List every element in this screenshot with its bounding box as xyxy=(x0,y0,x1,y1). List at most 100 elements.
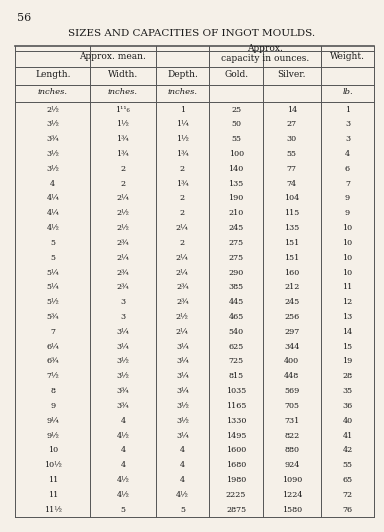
Text: 76: 76 xyxy=(343,506,353,514)
Text: 19: 19 xyxy=(343,358,353,365)
Text: 245: 245 xyxy=(228,224,244,232)
Text: 2225: 2225 xyxy=(226,491,247,499)
Text: 1¾: 1¾ xyxy=(116,135,129,143)
Text: 9½: 9½ xyxy=(46,431,59,439)
Text: 5¼: 5¼ xyxy=(46,284,59,292)
Text: 1035: 1035 xyxy=(226,387,246,395)
Text: Weight.: Weight. xyxy=(330,52,365,61)
Text: 2¼: 2¼ xyxy=(116,254,129,262)
Text: 28: 28 xyxy=(343,372,353,380)
Text: 55: 55 xyxy=(287,150,297,158)
Text: 4½: 4½ xyxy=(116,491,129,499)
Text: 256: 256 xyxy=(284,313,300,321)
Text: 2¾: 2¾ xyxy=(116,239,129,247)
Text: 924: 924 xyxy=(284,461,300,469)
Text: 1: 1 xyxy=(180,105,185,113)
Text: 3½: 3½ xyxy=(176,402,189,410)
Text: 5¼: 5¼ xyxy=(46,269,59,277)
Text: 290: 290 xyxy=(228,269,244,277)
Text: 2¼: 2¼ xyxy=(176,254,189,262)
Text: 56: 56 xyxy=(17,13,31,23)
Text: 385: 385 xyxy=(228,284,244,292)
Text: 3¼: 3¼ xyxy=(176,358,189,365)
Text: 3½: 3½ xyxy=(176,417,189,425)
Text: 2875: 2875 xyxy=(226,506,246,514)
Text: 104: 104 xyxy=(284,195,300,203)
Text: 11: 11 xyxy=(343,284,353,292)
Text: 100: 100 xyxy=(228,150,244,158)
Text: lb.: lb. xyxy=(342,88,353,96)
Text: 1½: 1½ xyxy=(116,120,129,128)
Text: 3¾: 3¾ xyxy=(116,387,129,395)
Text: 6¾: 6¾ xyxy=(46,358,59,365)
Text: 4: 4 xyxy=(180,476,185,484)
Text: 8: 8 xyxy=(50,387,55,395)
Text: 2¾: 2¾ xyxy=(176,298,189,306)
Text: 10: 10 xyxy=(48,446,58,454)
Text: 6¼: 6¼ xyxy=(46,343,59,351)
Text: 815: 815 xyxy=(228,372,244,380)
Text: 1090: 1090 xyxy=(282,476,302,484)
Text: 400: 400 xyxy=(284,358,300,365)
Text: 5: 5 xyxy=(180,506,185,514)
Text: 3¾: 3¾ xyxy=(46,135,59,143)
Text: 2¾: 2¾ xyxy=(116,284,129,292)
Text: 3¼: 3¼ xyxy=(176,343,189,351)
Text: 140: 140 xyxy=(228,165,244,173)
Text: 190: 190 xyxy=(228,195,244,203)
Text: 3¼: 3¼ xyxy=(176,372,189,380)
Text: 10: 10 xyxy=(343,224,353,232)
Text: 2: 2 xyxy=(180,209,185,217)
Text: 14: 14 xyxy=(287,105,297,113)
Text: 5: 5 xyxy=(120,506,126,514)
Text: 135: 135 xyxy=(284,224,300,232)
Text: 151: 151 xyxy=(284,254,300,262)
Text: 448: 448 xyxy=(284,372,300,380)
Text: 5¾: 5¾ xyxy=(46,313,59,321)
Text: 1495: 1495 xyxy=(226,431,247,439)
Text: 3¼: 3¼ xyxy=(116,328,129,336)
Text: 210: 210 xyxy=(228,209,244,217)
Text: 135: 135 xyxy=(228,180,244,188)
Text: 5: 5 xyxy=(50,254,55,262)
Text: inches.: inches. xyxy=(38,88,68,96)
Text: 7½: 7½ xyxy=(46,372,59,380)
Text: 72: 72 xyxy=(343,491,353,499)
Text: 50: 50 xyxy=(231,120,241,128)
Text: inches.: inches. xyxy=(167,88,197,96)
Text: 465: 465 xyxy=(228,313,244,321)
Text: 569: 569 xyxy=(284,387,300,395)
Text: 1330: 1330 xyxy=(226,417,247,425)
Text: 3½: 3½ xyxy=(46,120,59,128)
Text: 4½: 4½ xyxy=(116,476,129,484)
Text: 2¼: 2¼ xyxy=(176,269,189,277)
Text: 3½: 3½ xyxy=(46,150,59,158)
Text: 1½: 1½ xyxy=(176,135,189,143)
Text: 2: 2 xyxy=(180,239,185,247)
Text: 55: 55 xyxy=(231,135,241,143)
Text: 297: 297 xyxy=(284,328,300,336)
Text: 4¼: 4¼ xyxy=(46,195,59,203)
Text: 1¾: 1¾ xyxy=(116,150,129,158)
Text: Width.: Width. xyxy=(108,70,138,79)
Text: 160: 160 xyxy=(284,269,300,277)
Text: 731: 731 xyxy=(284,417,300,425)
Text: Silver.: Silver. xyxy=(278,70,306,79)
Text: 1¾: 1¾ xyxy=(176,180,189,188)
Text: 5: 5 xyxy=(50,239,55,247)
Text: 3½: 3½ xyxy=(116,358,129,365)
Text: 2: 2 xyxy=(120,180,126,188)
Text: 1: 1 xyxy=(345,105,350,113)
Text: 3: 3 xyxy=(345,120,350,128)
Text: 115: 115 xyxy=(284,209,300,217)
Text: 2¼: 2¼ xyxy=(176,328,189,336)
Text: 7: 7 xyxy=(345,180,350,188)
Text: 705: 705 xyxy=(284,402,300,410)
Text: 4: 4 xyxy=(120,417,126,425)
Text: 15: 15 xyxy=(343,343,353,351)
Text: 275: 275 xyxy=(228,254,244,262)
Text: 11: 11 xyxy=(48,476,58,484)
Text: 2½: 2½ xyxy=(46,105,59,113)
Text: 2½: 2½ xyxy=(116,209,129,217)
Text: 2½: 2½ xyxy=(176,313,189,321)
